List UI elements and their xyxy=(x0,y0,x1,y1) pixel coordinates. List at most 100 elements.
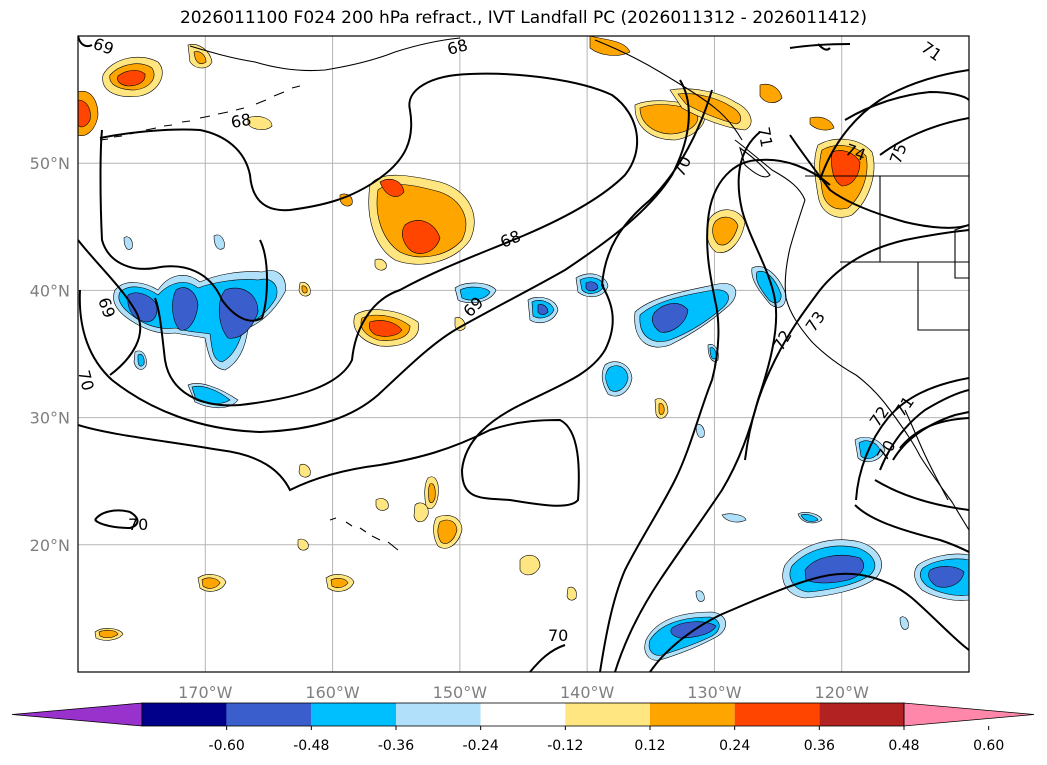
positive-anomaly-patches xyxy=(78,36,875,641)
contour-line xyxy=(879,389,969,471)
colorbar-tick-label: -0.36 xyxy=(378,738,414,754)
contour-line xyxy=(529,644,566,672)
patch-pos xyxy=(298,463,311,478)
patch-neg xyxy=(651,303,689,333)
patch-pos xyxy=(117,70,146,87)
patch-pos xyxy=(301,285,308,294)
patch-pos xyxy=(519,554,541,576)
alaska-coast xyxy=(189,37,461,72)
patch-pos xyxy=(639,104,698,135)
colorbar-tick-label: -0.24 xyxy=(463,738,499,754)
patch-neg xyxy=(721,513,747,523)
lat-tick-label: 30°N xyxy=(30,409,70,428)
lat-tick-label: 20°N xyxy=(30,536,70,555)
contour-line xyxy=(789,134,969,229)
patch-pos xyxy=(658,403,665,415)
patch-pos xyxy=(368,320,403,337)
colorbar-segment xyxy=(226,703,312,726)
contour-line xyxy=(99,129,268,322)
patch-pos xyxy=(566,586,577,601)
patch-neg xyxy=(695,590,705,602)
lon-tick-label: 150°W xyxy=(433,683,488,702)
patch-neg xyxy=(123,236,133,250)
colorbar-tick-label: 0.12 xyxy=(634,738,665,754)
patch-pos xyxy=(759,83,783,103)
patch-pos xyxy=(809,116,835,131)
patch-pos xyxy=(437,519,458,544)
map-frame xyxy=(77,35,970,673)
contour-line xyxy=(78,239,142,376)
contour-label: 70 xyxy=(548,626,568,645)
lon-tick-label: 160°W xyxy=(305,683,360,702)
contour-line xyxy=(844,90,969,121)
colorbar-segment xyxy=(734,703,820,726)
map-title: 2026011100 F024 200 hPa refract., IVT La… xyxy=(179,8,867,28)
colorbar-segment xyxy=(396,703,481,726)
colorbar-segment xyxy=(650,703,735,726)
colorbar-extend-low xyxy=(11,702,143,727)
patch-pos xyxy=(98,629,119,639)
colorbar-extend-high xyxy=(903,702,1035,727)
patch-neg xyxy=(137,353,145,367)
colorbar-tick-label: 0.36 xyxy=(804,738,835,754)
contour-line xyxy=(819,69,969,181)
refractivity-contours xyxy=(78,36,969,672)
contour-label: 68 xyxy=(445,35,470,59)
patch-neg xyxy=(800,514,819,522)
colorbar-tick-label: 0.60 xyxy=(973,738,1004,754)
vancouver-island xyxy=(739,146,771,178)
patch-pos xyxy=(428,483,436,504)
patch-neg xyxy=(605,365,629,392)
contour-line xyxy=(855,377,969,501)
patch-neg xyxy=(213,234,225,250)
patch-neg xyxy=(172,287,199,331)
contour-label: 68 xyxy=(229,110,252,132)
colorbar-segment xyxy=(142,703,227,726)
colorbar-segment xyxy=(819,703,904,726)
colorbar-segment xyxy=(565,703,650,726)
contour-line xyxy=(599,158,831,672)
colorbar-tick-label: 0.24 xyxy=(719,738,750,754)
patch-pos xyxy=(374,258,387,271)
contour-line xyxy=(879,117,969,156)
patch-neg xyxy=(899,616,909,630)
patch-pos xyxy=(78,99,91,128)
patch-neg xyxy=(585,281,599,292)
state-border xyxy=(917,262,969,331)
hawaii-islands xyxy=(329,517,399,551)
alaska-panhandle xyxy=(594,39,743,141)
colorbar-segment xyxy=(480,703,566,726)
patch-neg xyxy=(127,292,158,323)
contour-line xyxy=(744,229,969,461)
patch-neg xyxy=(537,304,549,315)
contour-line xyxy=(899,417,969,449)
longitude-labels: 170°W 160°W 150°W 140°W 130°W 120°W xyxy=(178,683,869,702)
patch-pos xyxy=(413,502,429,523)
patch-neg xyxy=(928,566,965,588)
contour-line xyxy=(789,43,851,51)
contour-line xyxy=(854,504,969,553)
contour-line xyxy=(874,479,969,511)
lon-tick-label: 170°W xyxy=(178,683,233,702)
lon-tick-label: 120°W xyxy=(815,683,870,702)
contour-label: 69 xyxy=(91,34,117,59)
lat-tick-label: 50°N xyxy=(30,154,70,173)
patch-pos xyxy=(297,538,309,551)
patch-pos xyxy=(712,216,739,246)
contour-line xyxy=(99,72,638,407)
contour-label: 70 xyxy=(74,368,98,393)
colorbar-tick-label: -0.60 xyxy=(209,738,245,754)
contour-line xyxy=(78,89,713,507)
contour-label: 71 xyxy=(754,125,776,148)
patch-pos xyxy=(247,116,273,130)
colorbar-tick-label: 0.48 xyxy=(888,738,919,754)
contour-line xyxy=(94,509,139,530)
patch-pos xyxy=(375,498,389,511)
contour-line xyxy=(78,36,93,48)
lat-tick-label: 40°N xyxy=(30,281,70,300)
patch-pos xyxy=(379,179,405,197)
patch-neg xyxy=(459,286,491,301)
lon-tick-label: 140°W xyxy=(560,683,615,702)
latitude-labels: 50°N 40°N 30°N 20°N xyxy=(30,154,70,555)
